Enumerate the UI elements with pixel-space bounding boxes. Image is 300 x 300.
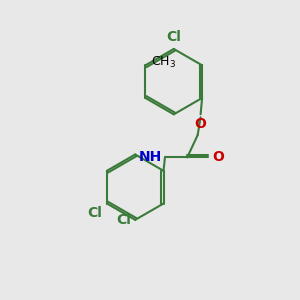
Text: Cl: Cl — [88, 206, 102, 220]
Text: NH: NH — [139, 150, 162, 164]
Text: CH$_3$: CH$_3$ — [152, 55, 176, 70]
Text: O: O — [212, 150, 224, 164]
Text: O: O — [195, 117, 206, 131]
Text: Cl: Cl — [116, 213, 131, 227]
Text: Cl: Cl — [166, 31, 181, 44]
